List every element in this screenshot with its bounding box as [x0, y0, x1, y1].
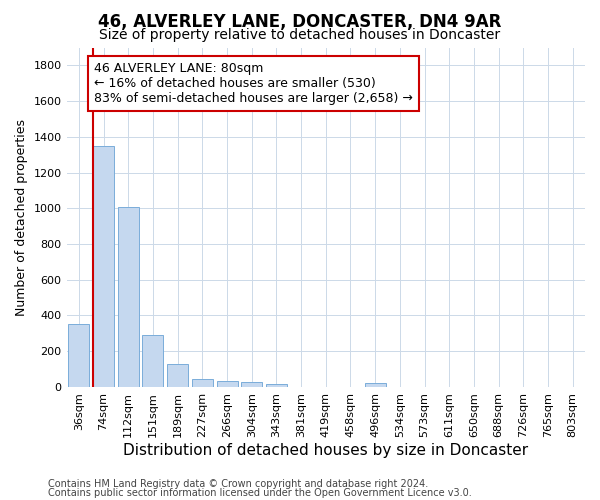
Bar [167, 364, 188, 387]
Bar [68, 324, 89, 387]
Bar [266, 384, 287, 387]
Bar [93, 146, 114, 387]
Bar [142, 335, 163, 387]
Bar [217, 380, 238, 387]
Text: 46 ALVERLEY LANE: 80sqm
← 16% of detached houses are smaller (530)
83% of semi-d: 46 ALVERLEY LANE: 80sqm ← 16% of detache… [94, 62, 413, 105]
Bar [365, 384, 386, 387]
Bar [118, 206, 139, 387]
Text: Contains HM Land Registry data © Crown copyright and database right 2024.: Contains HM Land Registry data © Crown c… [48, 479, 428, 489]
X-axis label: Distribution of detached houses by size in Doncaster: Distribution of detached houses by size … [123, 442, 529, 458]
Text: 46, ALVERLEY LANE, DONCASTER, DN4 9AR: 46, ALVERLEY LANE, DONCASTER, DN4 9AR [98, 12, 502, 30]
Text: Contains public sector information licensed under the Open Government Licence v3: Contains public sector information licen… [48, 488, 472, 498]
Y-axis label: Number of detached properties: Number of detached properties [15, 118, 28, 316]
Text: Size of property relative to detached houses in Doncaster: Size of property relative to detached ho… [100, 28, 500, 42]
Bar [192, 380, 213, 387]
Bar [241, 382, 262, 387]
